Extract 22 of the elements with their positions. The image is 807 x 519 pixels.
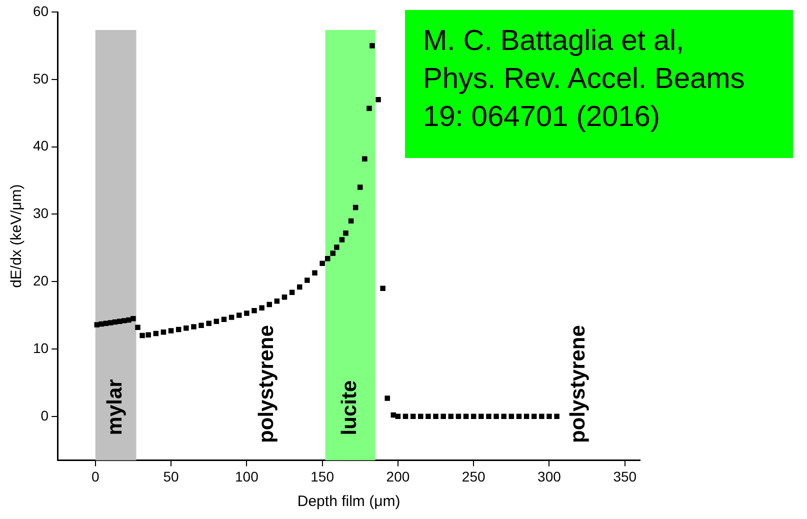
y-tick-label: 50: [32, 70, 49, 86]
x-tick-label: 150: [310, 468, 334, 484]
band-label: lucite: [338, 380, 362, 436]
x-tick-label: 50: [163, 468, 180, 484]
y-tick-label: 30: [32, 205, 49, 222]
x-tick-label: 0: [91, 468, 100, 484]
annotation: M. C. Battaglia et al, Phys. Rev. Accel. Beams 19: 064701 (2016): [405, 10, 793, 158]
band-label: mylar: [104, 379, 127, 436]
annotation: polystyrene: [255, 325, 278, 443]
y-tick-label: 10: [32, 340, 49, 356]
x-tick-label: 250: [462, 468, 486, 484]
y-tick-label: 0: [40, 407, 49, 424]
x-tick-label: 200: [386, 468, 410, 484]
x-tick-label: 100: [234, 468, 259, 484]
annotation: polystyrene: [566, 325, 590, 443]
y-axis-title: dE/dx (keV/μm): [8, 184, 26, 288]
y-tick-label: 40: [32, 138, 49, 154]
y-tick-label: 20: [32, 272, 49, 288]
y-tick-label: 60: [32, 2, 49, 19]
x-tick-label: 350: [613, 468, 637, 484]
x-tick-label: 300: [538, 468, 562, 484]
x-axis-title: Depth film (μm): [297, 493, 400, 510]
